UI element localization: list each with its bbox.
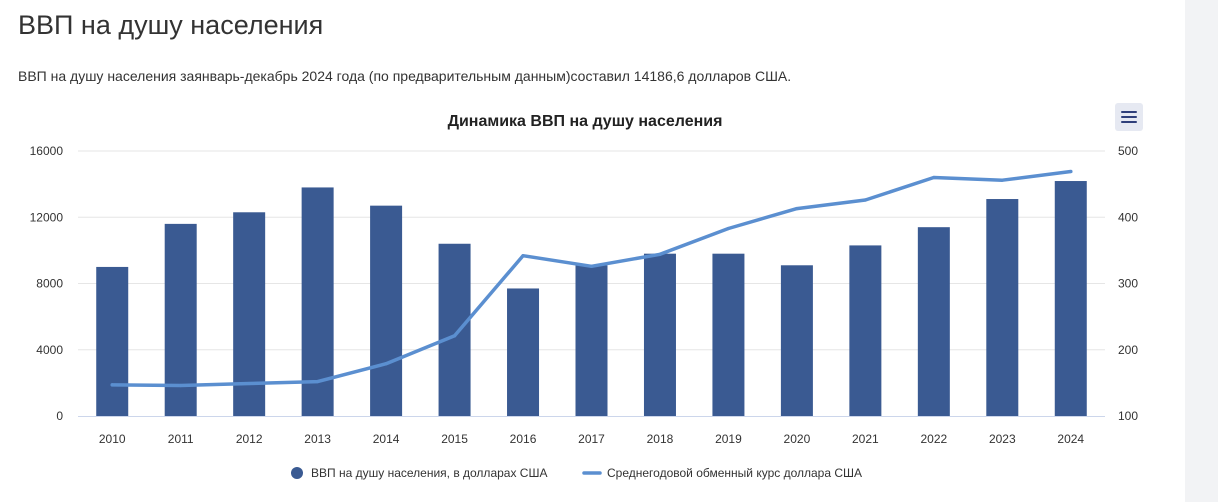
line-point xyxy=(863,198,867,202)
x-tick-label: 2018 xyxy=(647,432,674,446)
bar xyxy=(575,265,608,416)
line-point xyxy=(589,264,594,268)
hamburger-menu-icon xyxy=(1121,111,1137,114)
line-point xyxy=(795,207,799,211)
bar xyxy=(917,227,950,416)
x-tick-label: 2010 xyxy=(99,432,126,446)
line-point xyxy=(726,226,731,231)
bar xyxy=(986,199,1019,416)
x-tick-label: 2012 xyxy=(236,432,263,446)
intro-text: ВВП на душу населения заянварь-декабрь 2… xyxy=(18,68,792,84)
x-tick-label: 2024 xyxy=(1057,432,1084,446)
gdp-per-capita-chart: Динамика ВВП на душу населения 0 4000 8000… xyxy=(30,113,1139,480)
x-tick-label: 2014 xyxy=(373,432,400,446)
x-tick-label: 2023 xyxy=(989,432,1016,446)
y-left-tick-label: 4000 xyxy=(36,343,63,357)
y-left-tick-label: 16000 xyxy=(30,144,64,158)
bar-series xyxy=(96,181,1087,416)
y-left-tick-label: 8000 xyxy=(36,277,63,291)
line-point xyxy=(316,379,320,384)
bar xyxy=(712,253,745,416)
hamburger-menu-icon xyxy=(1121,121,1137,124)
line-point xyxy=(658,252,662,256)
y-left-tick-label: 0 xyxy=(56,409,63,423)
line-point xyxy=(1000,178,1004,182)
line-point xyxy=(110,383,114,387)
line-point xyxy=(932,175,936,180)
x-tick-label: 2020 xyxy=(784,432,811,446)
y-right-tick-label: 500 xyxy=(1118,144,1138,158)
bar xyxy=(438,243,471,416)
bar xyxy=(507,288,540,416)
legend-label-line: Среднегодовой обменный курс доллара США xyxy=(607,466,862,480)
line-point xyxy=(247,381,251,386)
x-tick-label: 2011 xyxy=(168,432,194,446)
y-right-tick-label: 400 xyxy=(1118,210,1138,224)
line-point xyxy=(384,362,388,366)
line-series xyxy=(110,169,1073,388)
chart-menu-button[interactable] xyxy=(1115,103,1143,131)
line-point xyxy=(521,254,525,258)
bar xyxy=(849,245,882,416)
x-tick-label: 2022 xyxy=(920,432,947,446)
page-title: ВВП на душу населения xyxy=(18,10,324,40)
line-point xyxy=(179,383,183,388)
x-tick-label: 2021 xyxy=(852,432,879,446)
hamburger-menu-icon xyxy=(1121,116,1137,119)
chart-title: Динамика ВВП на душу населения xyxy=(448,113,723,130)
bar xyxy=(370,205,403,416)
y-right-tick-label: 100 xyxy=(1118,409,1138,423)
legend: ВВП на душу населения, в долларах США Сре… xyxy=(291,466,862,480)
line-point xyxy=(452,334,457,338)
x-tick-label: 2013 xyxy=(304,432,331,446)
legend-marker-bars xyxy=(291,467,303,479)
x-tick-label: 2016 xyxy=(510,432,537,446)
bar xyxy=(643,253,676,416)
right-scroll-strip xyxy=(1185,0,1218,502)
axes: 0 4000 8000 12000 16000 100 200 300 400 500 2010 20… xyxy=(30,144,1139,446)
x-tick-label: 2015 xyxy=(441,432,468,446)
bar xyxy=(96,266,129,416)
x-tick-label: 2017 xyxy=(578,432,605,446)
y-right-tick-label: 300 xyxy=(1118,277,1138,291)
bar xyxy=(1054,181,1087,416)
y-left-tick-label: 12000 xyxy=(30,210,64,224)
legend-label-bars: ВВП на душу населения, в долларах США xyxy=(311,466,547,480)
line-point xyxy=(1069,169,1073,174)
y-right-tick-label: 200 xyxy=(1118,343,1138,357)
x-tick-label: 2019 xyxy=(715,432,742,446)
bar xyxy=(780,265,813,416)
